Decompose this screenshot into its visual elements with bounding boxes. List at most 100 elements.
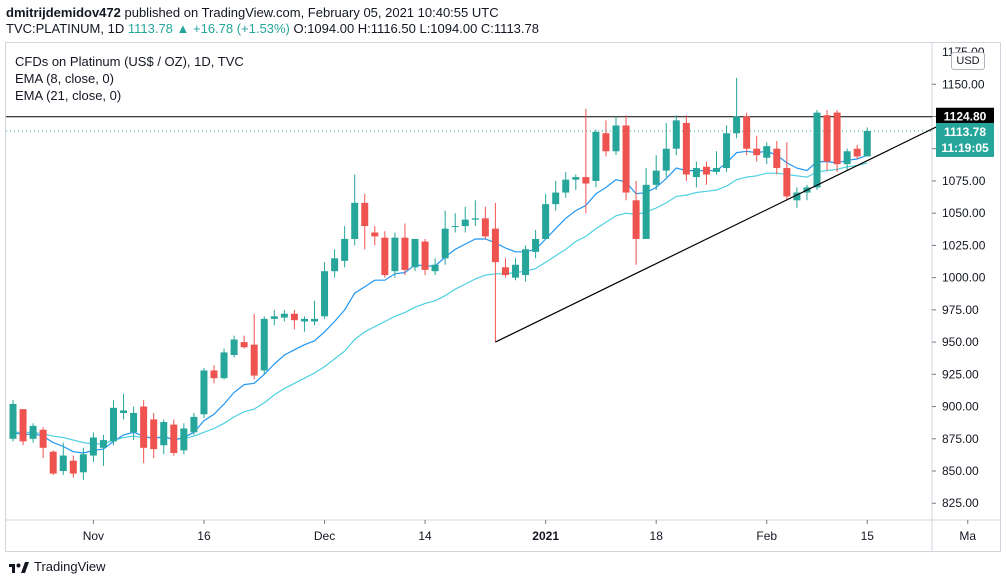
candle[interactable] <box>461 219 469 227</box>
candle[interactable] <box>200 370 208 415</box>
candle[interactable] <box>773 148 781 169</box>
candle[interactable] <box>79 454 87 473</box>
candle[interactable] <box>170 424 178 453</box>
chart-pane[interactable] <box>5 42 1001 552</box>
candle[interactable] <box>321 271 329 317</box>
candle[interactable] <box>863 130 871 157</box>
candle[interactable] <box>130 412 138 433</box>
candle[interactable] <box>361 202 369 227</box>
candle[interactable] <box>813 112 821 188</box>
candle[interactable] <box>713 168 720 172</box>
x-tick-label: 14 <box>418 529 432 543</box>
candle[interactable] <box>481 218 489 237</box>
candle[interactable] <box>59 455 67 472</box>
candle[interactable] <box>552 192 560 205</box>
candle[interactable] <box>783 168 791 197</box>
candle[interactable] <box>89 437 97 456</box>
candle[interactable] <box>823 115 831 162</box>
candle[interactable] <box>672 120 680 149</box>
candle[interactable] <box>381 237 389 276</box>
candle[interactable] <box>140 406 148 448</box>
candle[interactable] <box>682 122 690 175</box>
candle[interactable] <box>582 177 590 184</box>
candle[interactable] <box>522 249 530 276</box>
legend-ema8[interactable]: EMA (8, close, 0) <box>15 71 114 86</box>
candle[interactable] <box>833 112 841 165</box>
candle[interactable] <box>391 237 399 272</box>
candle[interactable] <box>512 264 519 278</box>
candle[interactable] <box>572 177 580 180</box>
candle[interactable] <box>120 410 128 413</box>
candle[interactable] <box>491 228 499 263</box>
candle[interactable] <box>190 416 198 433</box>
candle[interactable] <box>602 133 610 152</box>
candle[interactable] <box>743 116 751 149</box>
candle[interactable] <box>542 204 550 239</box>
footer-brand[interactable]: TradingView <box>8 559 106 574</box>
candle[interactable] <box>562 179 570 193</box>
candle[interactable] <box>632 200 640 239</box>
candle[interactable] <box>160 422 168 446</box>
candle[interactable] <box>441 228 449 259</box>
candle[interactable] <box>29 425 37 439</box>
x-tick-label: Ma <box>959 529 976 543</box>
footer-brand-label: TradingView <box>34 559 106 574</box>
candle[interactable] <box>371 232 379 237</box>
ascending-trendline[interactable] <box>495 115 958 343</box>
candle[interactable] <box>49 451 57 474</box>
candle[interactable] <box>110 407 117 442</box>
candle[interactable] <box>150 419 158 450</box>
candle[interactable] <box>300 318 308 322</box>
candle[interactable] <box>341 238 349 261</box>
candle[interactable] <box>733 116 741 134</box>
candle[interactable] <box>501 267 509 276</box>
candle[interactable] <box>270 316 278 319</box>
candle[interactable] <box>401 237 409 270</box>
candle[interactable] <box>471 218 479 220</box>
candle[interactable] <box>250 344 258 376</box>
candle[interactable] <box>99 440 107 448</box>
candle[interactable] <box>220 352 228 379</box>
candle[interactable] <box>622 125 630 193</box>
candle[interactable] <box>723 133 731 169</box>
candle[interactable] <box>260 318 268 371</box>
candle[interactable] <box>240 342 248 348</box>
candle[interactable] <box>692 168 700 178</box>
candle[interactable] <box>843 151 851 165</box>
candle[interactable] <box>763 146 771 158</box>
candle[interactable] <box>19 409 27 442</box>
currency-button[interactable]: USD <box>951 52 985 70</box>
candle[interactable] <box>331 258 339 272</box>
candle[interactable] <box>280 313 288 318</box>
candle[interactable] <box>702 166 710 175</box>
candle[interactable] <box>451 226 459 228</box>
candle[interactable] <box>311 318 318 322</box>
candle[interactable] <box>662 148 670 171</box>
candle[interactable] <box>532 238 540 252</box>
candle[interactable] <box>69 460 77 474</box>
candle[interactable] <box>652 170 660 185</box>
candle[interactable] <box>39 429 47 448</box>
candle[interactable] <box>753 148 761 156</box>
candle[interactable] <box>431 264 439 272</box>
x-tick-label: 16 <box>197 529 211 543</box>
candle[interactable] <box>9 403 17 439</box>
legend-ema21[interactable]: EMA (21, close, 0) <box>15 88 122 103</box>
author-name[interactable]: dmitrijdemidov472 <box>6 5 121 20</box>
candle[interactable] <box>290 313 298 321</box>
ema21-line[interactable] <box>13 162 868 445</box>
candle[interactable] <box>230 339 238 355</box>
candle[interactable] <box>853 148 861 157</box>
candle[interactable] <box>642 184 650 239</box>
x-tick-label: Nov <box>83 529 104 543</box>
candle[interactable] <box>421 241 429 270</box>
candle[interactable] <box>612 125 620 152</box>
candle[interactable] <box>592 131 600 181</box>
candle[interactable] <box>351 202 359 239</box>
candle[interactable] <box>180 428 188 451</box>
candle[interactable] <box>411 238 419 268</box>
candle[interactable] <box>210 370 218 379</box>
candle[interactable] <box>793 192 801 201</box>
bar-countdown-label: 11:19:05 <box>941 141 989 155</box>
